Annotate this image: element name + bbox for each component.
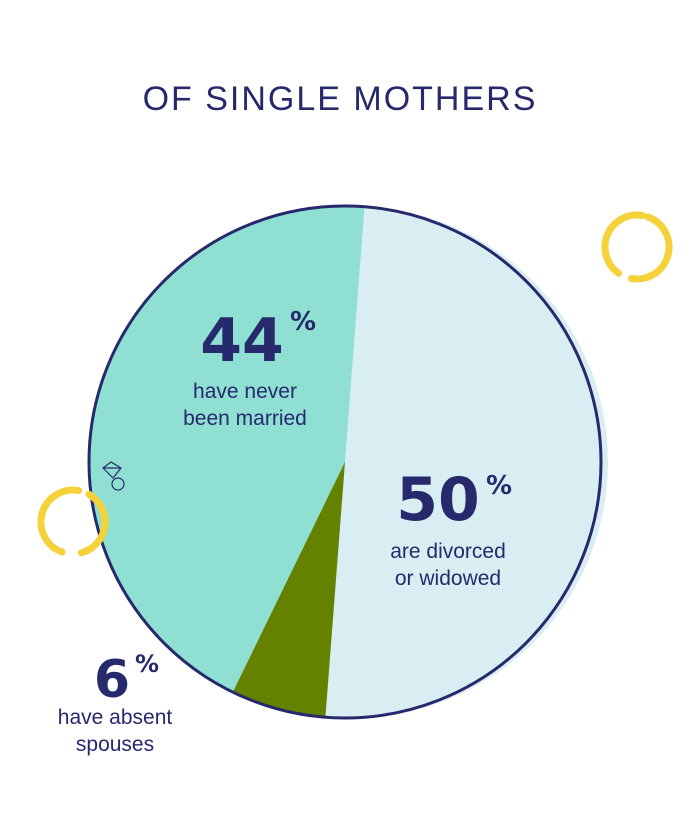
label-never-married-line2: been married <box>183 407 307 430</box>
pie-outline <box>87 204 603 720</box>
yellow-arc-segment <box>37 486 83 556</box>
label-never-married-value: 44 <box>200 306 284 376</box>
slice-divorced-widowed <box>325 206 597 718</box>
label-absent-value: 6 <box>94 650 130 710</box>
yellow-arc-segment <box>601 211 647 277</box>
label-divorced-pct: % <box>486 471 512 501</box>
slice-never-married <box>89 206 365 693</box>
label-absent-line2: spouses <box>76 733 154 756</box>
label-divorced-line1: are divorced <box>390 540 506 563</box>
diamond-ring-icon <box>102 461 125 491</box>
yellow-arcs-icon <box>601 211 673 283</box>
yellow-arc-segment <box>77 490 109 557</box>
label-absent-line1: have absent <box>58 706 173 729</box>
chart-title: OF SINGLE MOTHERS <box>142 80 538 118</box>
label-divorced-value: 50 <box>396 465 480 535</box>
label-never-married-pct: % <box>290 307 316 337</box>
slice-absent-spouses <box>232 462 345 718</box>
label-never-married-line1: have never <box>193 380 297 403</box>
yellow-arcs-icon <box>37 486 109 557</box>
label-divorced-line2: or widowed <box>395 567 501 590</box>
yellow-arc-segment <box>627 213 673 283</box>
label-absent-pct: % <box>135 650 159 678</box>
